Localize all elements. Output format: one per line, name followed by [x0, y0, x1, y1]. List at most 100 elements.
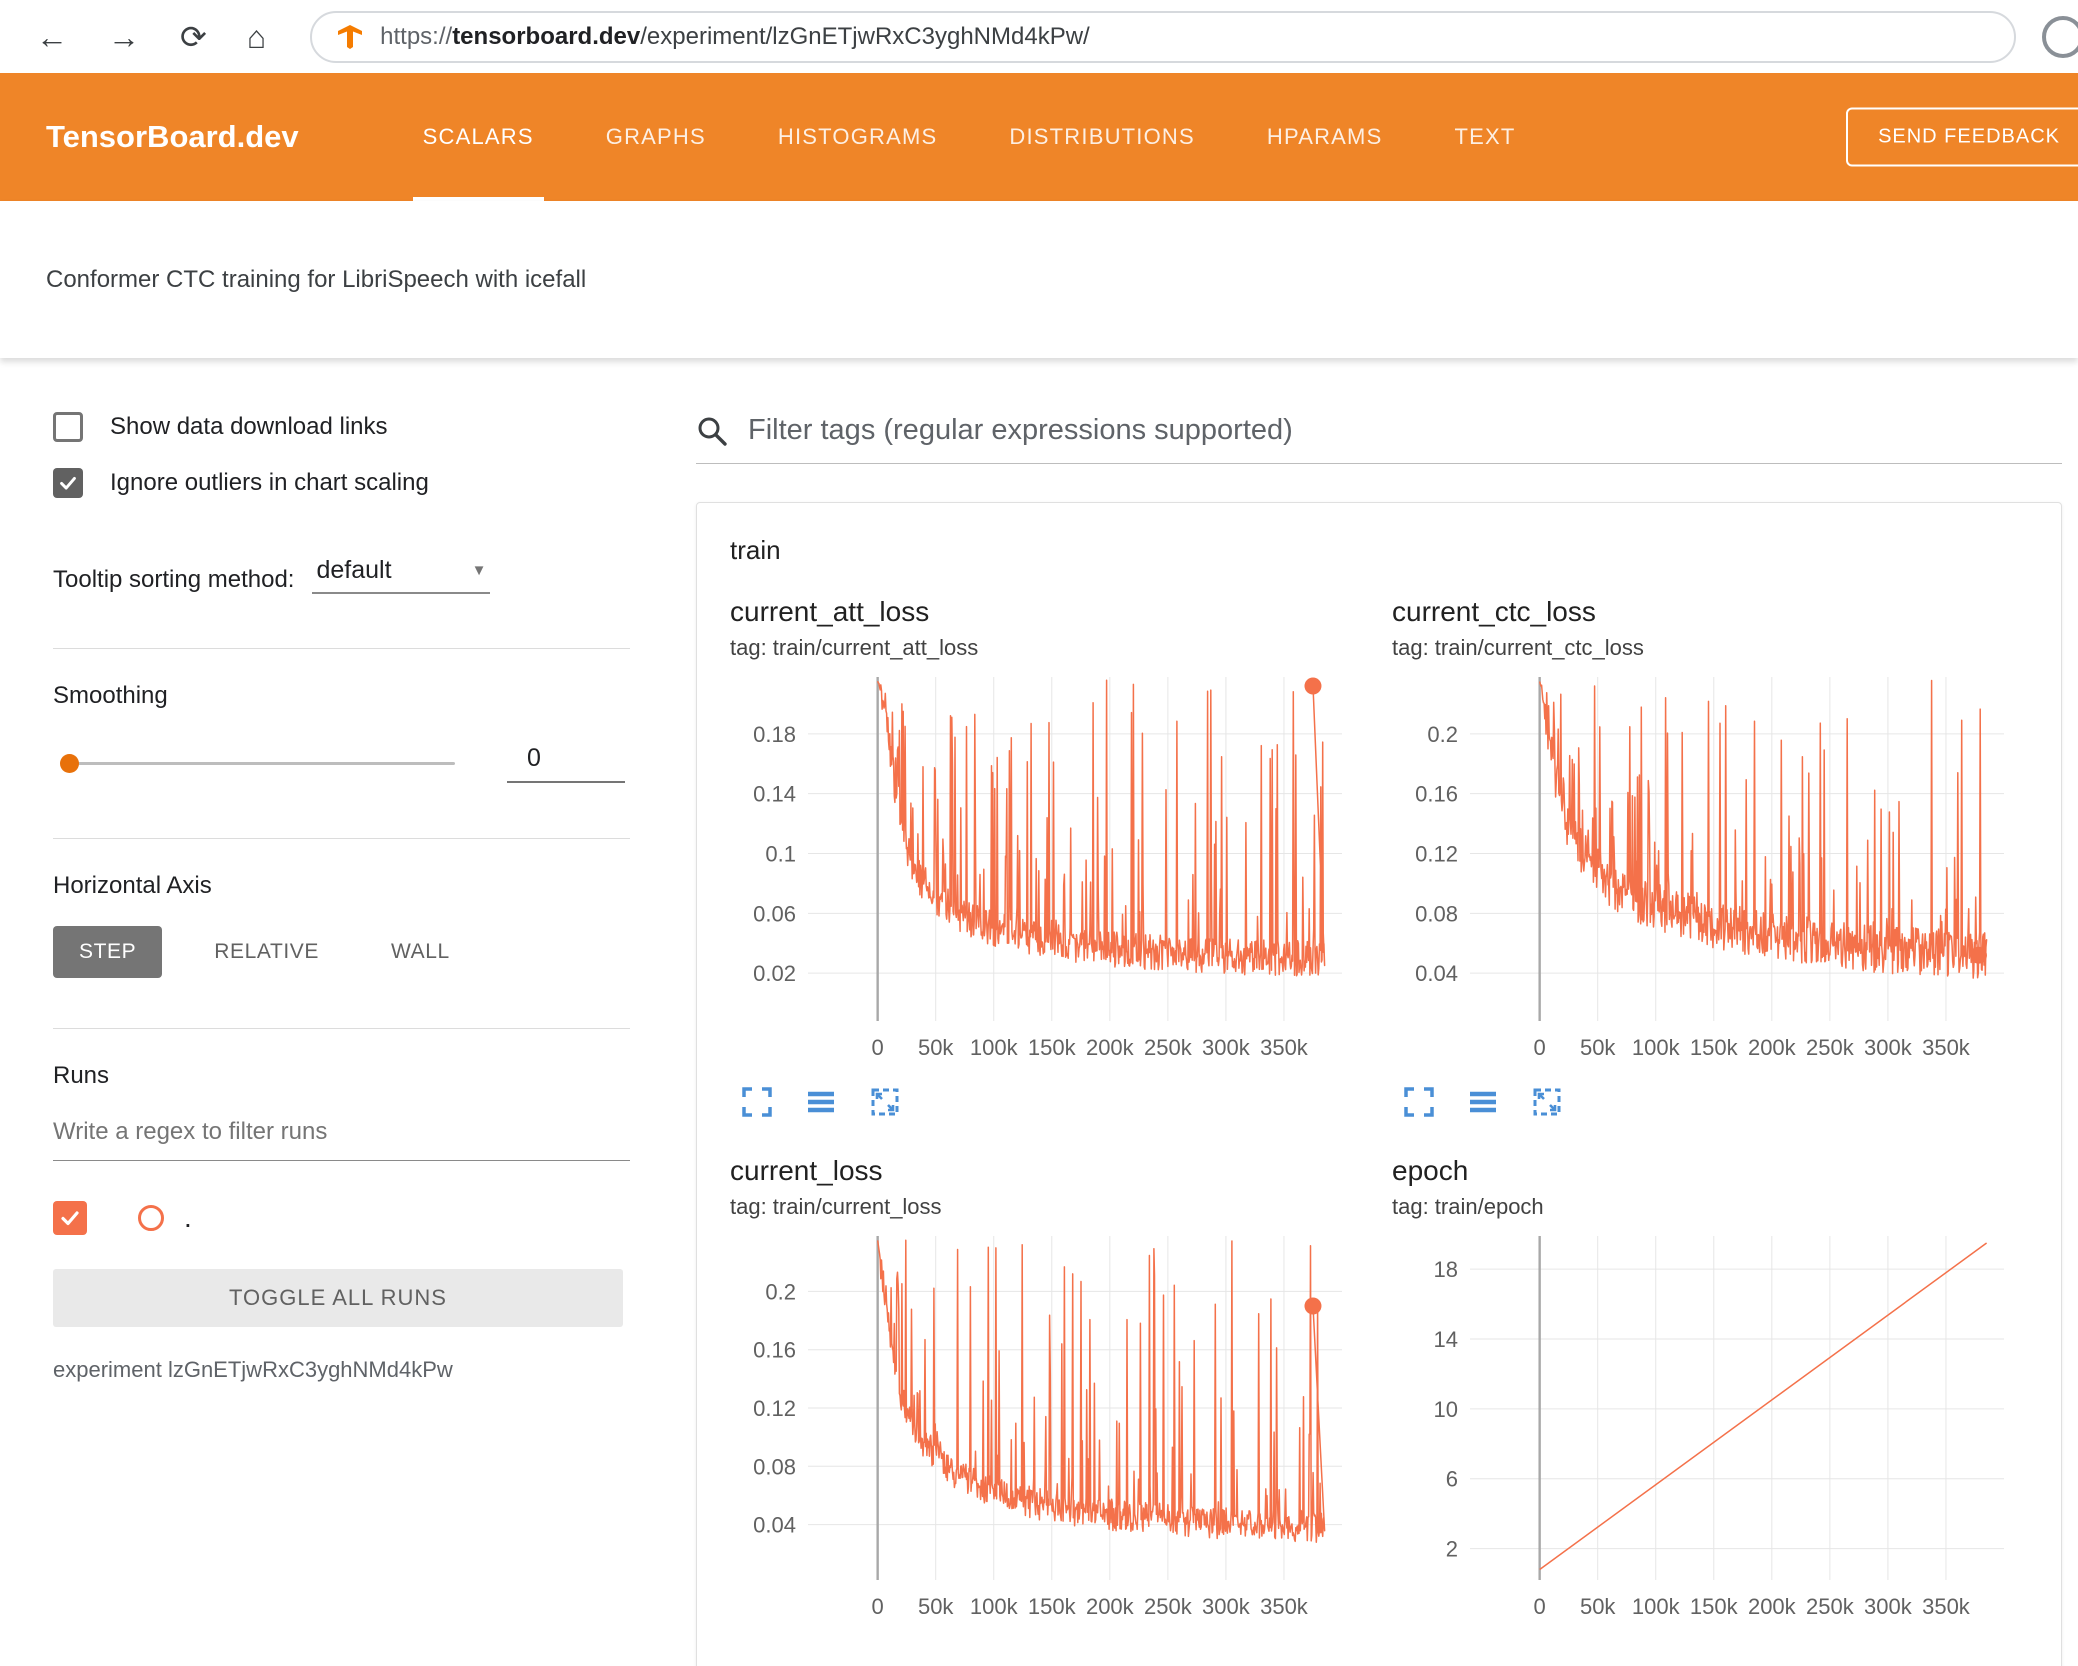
- chart-current-loss: current_loss tag: train/current_loss 0.0…: [730, 1155, 1366, 1630]
- svg-text:0.16: 0.16: [1415, 782, 1458, 807]
- svg-text:0: 0: [872, 1035, 884, 1060]
- divider: [53, 648, 630, 649]
- axis-relative-button[interactable]: RELATIVE: [214, 940, 320, 963]
- runs-label: Runs: [53, 1062, 110, 1089]
- chart-plot[interactable]: 0.04 0.08 0.12 0.16 0.2 0 50k 100k 150k 200k 250k 3…: [1392, 671, 2028, 1071]
- back-icon[interactable]: ←: [36, 18, 68, 55]
- tab-distributions[interactable]: DISTRIBUTIONS: [1009, 124, 1195, 149]
- forward-icon[interactable]: →: [108, 18, 140, 55]
- chart-tag: tag: train/current_att_loss: [730, 635, 979, 660]
- runs-selector-icon[interactable]: [1466, 1085, 1500, 1119]
- chart-plot[interactable]: 0.04 0.08 0.12 0.16 0.2 0 50k 100k 150k 200k 250k 3…: [730, 1230, 1366, 1630]
- show-download-checkbox[interactable]: [53, 412, 83, 442]
- chart-title: current_ctc_loss: [1392, 596, 1596, 627]
- expand-chart-icon[interactable]: [740, 1085, 774, 1119]
- tab-hparams[interactable]: HPARAMS: [1266, 124, 1383, 149]
- tab-graphs[interactable]: GRAPHS: [605, 124, 706, 149]
- smoothing-value-input[interactable]: 0: [507, 744, 625, 783]
- train-card: train current_att_loss tag: train/curren…: [696, 502, 2062, 1666]
- svg-text:14: 14: [1434, 1327, 1458, 1352]
- chart-title: current_att_loss: [730, 596, 930, 627]
- tab-text[interactable]: TEXT: [1454, 124, 1516, 149]
- reload-icon[interactable]: ⟳: [180, 18, 207, 55]
- content: Show data download links Ignore outliers…: [0, 358, 2078, 1666]
- svg-text:2: 2: [1446, 1537, 1458, 1562]
- svg-text:350k: 350k: [1922, 1594, 1971, 1619]
- ignore-outliers-checkbox[interactable]: [53, 468, 83, 498]
- chart-tag: tag: train/current_loss: [730, 1194, 942, 1219]
- fit-domain-icon[interactable]: [1530, 1085, 1564, 1119]
- svg-text:350k: 350k: [1260, 1035, 1309, 1060]
- chevron-down-icon: ▼: [471, 562, 487, 579]
- chart-actions: [1402, 1085, 2028, 1119]
- svg-text:250k: 250k: [1806, 1035, 1855, 1060]
- experiment-id: experiment lzGnETjwRxC3yghNMd4kPw: [53, 1357, 453, 1382]
- chart-current-ctc-loss: current_ctc_loss tag: train/current_ctc_…: [1392, 596, 2028, 1119]
- home-icon[interactable]: ⌂: [246, 18, 267, 55]
- run-checkbox[interactable]: [53, 1201, 87, 1235]
- svg-text:100k: 100k: [1632, 1594, 1681, 1619]
- run-color-icon: [138, 1205, 164, 1231]
- svg-text:6: 6: [1446, 1467, 1458, 1492]
- tooltip-sorting-row: Tooltip sorting method: default ▼: [53, 556, 630, 594]
- smoothing-label: Smoothing: [53, 682, 168, 709]
- axis-wall-button[interactable]: WALL: [391, 940, 450, 963]
- runs-selector-icon[interactable]: [804, 1085, 838, 1119]
- tooltip-sorting-dropdown[interactable]: default ▼: [312, 556, 491, 594]
- smoothing-slider-row: 0: [53, 744, 630, 783]
- toggle-all-runs-button[interactable]: TOGGLE ALL RUNS: [53, 1269, 623, 1327]
- axis-step-button[interactable]: STEP: [53, 926, 163, 978]
- filter-tags-placeholder: Filter tags (regular expressions support…: [748, 414, 1293, 446]
- svg-text:18: 18: [1434, 1257, 1458, 1282]
- horizontal-axis-label: Horizontal Axis: [53, 872, 212, 899]
- check-icon: [60, 476, 76, 490]
- divider: [53, 1028, 630, 1029]
- svg-text:150k: 150k: [1690, 1035, 1739, 1060]
- chart-title: current_loss: [730, 1155, 883, 1186]
- svg-text:200k: 200k: [1086, 1594, 1135, 1619]
- chart-plot[interactable]: 2 6 10 14 18 0 50k 100k 150k 200k 250k 300k 350k: [1392, 1230, 2028, 1630]
- svg-text:350k: 350k: [1260, 1594, 1309, 1619]
- svg-text:150k: 150k: [1028, 1035, 1077, 1060]
- svg-text:0.02: 0.02: [753, 961, 796, 986]
- send-feedback-button[interactable]: SEND FEEDBACK: [1846, 107, 2078, 167]
- chart-plot[interactable]: 0.02 0.06 0.1 0.14 0.18 0 50k 100k 150k 200k 250k 3…: [730, 671, 1366, 1071]
- fit-domain-icon[interactable]: [868, 1085, 902, 1119]
- svg-text:0.08: 0.08: [753, 1454, 796, 1479]
- svg-text:0.08: 0.08: [1415, 901, 1458, 926]
- url-bar[interactable]: https://tensorboard.dev/experiment/lzGnE…: [310, 10, 2016, 63]
- expand-chart-icon[interactable]: [1402, 1085, 1436, 1119]
- brand[interactable]: TensorBoard.dev: [46, 119, 299, 154]
- svg-text:100k: 100k: [970, 1035, 1019, 1060]
- run-row: .: [53, 1201, 630, 1235]
- svg-text:0: 0: [1534, 1594, 1546, 1619]
- svg-text:50k: 50k: [918, 1594, 954, 1619]
- svg-text:0.04: 0.04: [1415, 961, 1458, 986]
- section-title[interactable]: train: [730, 535, 781, 565]
- avatar[interactable]: [2042, 15, 2078, 58]
- svg-text:0.04: 0.04: [753, 1513, 796, 1538]
- runs-filter-input[interactable]: Write a regex to filter runs: [53, 1118, 630, 1161]
- experiment-title: Conformer CTC training for LibriSpeech w…: [46, 265, 587, 293]
- svg-text:50k: 50k: [1580, 1035, 1616, 1060]
- filter-tags-input[interactable]: Filter tags (regular expressions support…: [696, 414, 2062, 464]
- smoothing-slider[interactable]: [60, 754, 455, 773]
- svg-text:0.18: 0.18: [753, 722, 796, 747]
- divider: [53, 838, 630, 839]
- tooltip-sorting-value: default: [316, 556, 392, 584]
- app-header: TensorBoard.dev SCALARS GRAPHS HISTOGRAM…: [0, 73, 2078, 201]
- check-icon: [61, 1211, 79, 1226]
- tab-scalars[interactable]: SCALARS: [412, 73, 544, 201]
- browser-chrome: ← → ⟳ ⌂ https://tensorboard.dev/experime…: [0, 0, 2078, 73]
- main-panel: Filter tags (regular expressions support…: [663, 358, 2078, 1666]
- settings-sidebar: Show data download links Ignore outliers…: [0, 358, 663, 1666]
- smoothing-slider-thumb[interactable]: [60, 754, 79, 773]
- search-icon: [698, 417, 727, 446]
- url-text: https://tensorboard.dev/experiment/lzGnE…: [380, 22, 1090, 50]
- horizontal-axis-buttons: STEP RELATIVE WALL: [53, 926, 630, 978]
- svg-text:250k: 250k: [1144, 1594, 1193, 1619]
- svg-text:0.2: 0.2: [1427, 722, 1458, 747]
- svg-text:100k: 100k: [970, 1594, 1019, 1619]
- chart-current-att-loss: current_att_loss tag: train/current_att_…: [730, 596, 1366, 1119]
- tab-histograms[interactable]: HISTOGRAMS: [777, 124, 938, 149]
